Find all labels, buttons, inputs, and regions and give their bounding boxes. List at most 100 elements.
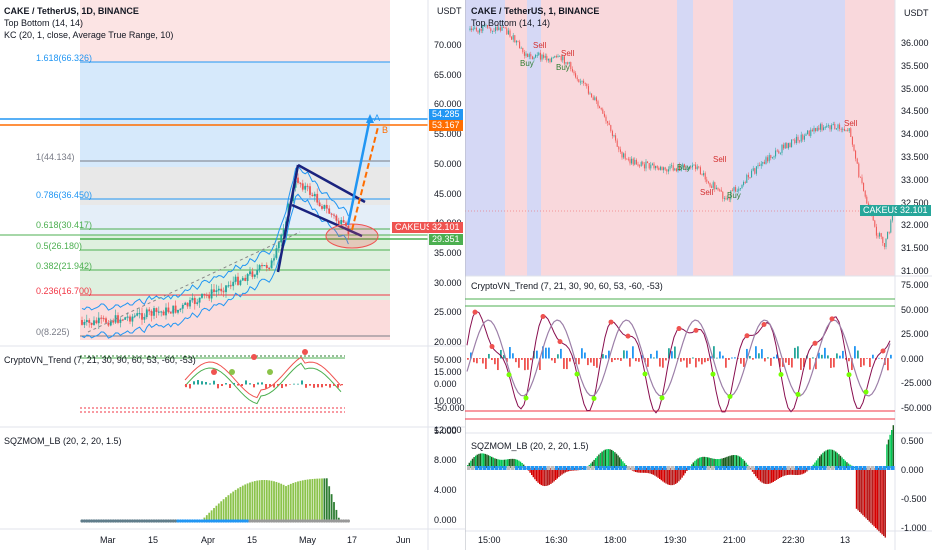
sqz-dot (207, 519, 211, 523)
sqz-dot (157, 519, 161, 523)
candle-body (746, 174, 748, 183)
sqz-tick: 8.000 (434, 455, 457, 465)
left-indicator-kc[interactable]: KC (20, 1, close, Average True Range, 10… (4, 30, 174, 40)
sqz-bar (261, 480, 263, 520)
sqz-dot (217, 519, 221, 523)
right-chart-title[interactable]: CAKE / TetherUS, 1, BINANCE (471, 6, 600, 16)
candle-body (810, 129, 812, 136)
right-indicator-top-bottom[interactable]: Top Bottom (14, 14) (471, 18, 551, 28)
right-sqz-title[interactable]: SQZMOM_LB (20, 2, 20, 1.5) (471, 441, 589, 451)
candle-body (509, 30, 511, 37)
right-osc-title[interactable]: CryptoVN_Trend (7, 21, 30, 90, 60, 53, -… (471, 281, 663, 291)
sqz-bar (735, 455, 738, 468)
time-tick: 13 (840, 535, 851, 545)
sqz-bar (671, 468, 674, 486)
sqz-dot (291, 519, 295, 523)
osc-hist-bar (479, 358, 481, 359)
sqz-dot (579, 466, 583, 470)
sqz-bar (210, 510, 213, 520)
left-indicator-top-bottom[interactable]: Top Bottom (14, 14) (4, 18, 84, 28)
osc-hist-bar (587, 358, 589, 366)
osc-hist-bar (539, 358, 541, 371)
candle-body (93, 320, 95, 325)
price-tick: 70.000 (434, 40, 462, 50)
sqz-dot (659, 466, 663, 470)
osc-hist-bar (719, 351, 721, 359)
osc-hist-bar (842, 350, 844, 359)
left-osc-title[interactable]: CryptoVN_Trend (7, 21, 30, 90, 60, 53, -… (4, 355, 196, 365)
osc-hist-bar (734, 357, 736, 359)
sqz-bar (726, 456, 728, 468)
price-tick: 55.000 (434, 129, 462, 140)
osc-hist-bar (337, 384, 339, 388)
candle-body (97, 317, 100, 324)
osc-hist-bar (309, 384, 311, 386)
sqz-bar (883, 468, 885, 536)
sqz-bar (713, 458, 715, 468)
left-sqz-title[interactable]: SQZMOM_LB (20, 2, 20, 1.5) (4, 436, 122, 446)
sqz-dot (811, 466, 815, 470)
candle-body (770, 155, 772, 158)
candle-body (760, 163, 762, 166)
sqz-dot (787, 466, 791, 470)
osc-signal-dot (829, 316, 835, 322)
left-currency-label: USDT (437, 6, 462, 16)
sqz-dot (250, 519, 254, 523)
osc-hist-bar (221, 384, 223, 387)
candle-body (701, 174, 703, 176)
candle-body (559, 55, 561, 57)
candle-body (541, 54, 543, 60)
sqz-bar (681, 468, 683, 478)
candle-body (562, 56, 564, 61)
candle-body (776, 150, 778, 152)
osc-signal-dot (211, 369, 217, 375)
osc-hist-bar (770, 358, 772, 366)
sqz-bar (521, 462, 523, 468)
left-chart-title[interactable]: CAKE / TetherUS, 1D, BINANCE (4, 6, 139, 16)
candle-body (816, 127, 818, 132)
sqz-dot (320, 519, 324, 523)
candle-body (496, 26, 498, 30)
osc-signal-dot (761, 321, 767, 327)
sqz-bar (719, 458, 722, 468)
sqz-dot (183, 519, 187, 523)
sqz-dot (332, 519, 336, 523)
sqz-bar (716, 459, 718, 468)
candle-body (819, 124, 821, 130)
candle-body (220, 288, 223, 292)
sqz-bar (860, 468, 862, 514)
candle-body (831, 125, 833, 130)
candle-body (469, 28, 471, 30)
osc-hist-bar (620, 358, 622, 361)
sqz-bar (256, 480, 259, 520)
sqz-bar (878, 468, 880, 532)
left-chart[interactable]: A B (0, 0, 465, 550)
candle-body (102, 318, 105, 320)
arrow-a-icon (366, 114, 374, 123)
sqz-dot (819, 466, 823, 470)
price-tick: 33.500 (901, 152, 929, 162)
candle-body (643, 164, 645, 169)
sell-signal-label: Sell (561, 49, 575, 58)
osc-hist-bar (722, 355, 724, 359)
sqz-bar (833, 450, 835, 468)
candle-body (165, 307, 167, 316)
sqz-dot (475, 466, 479, 470)
sqz-bar (699, 457, 701, 468)
candle-body (877, 235, 879, 237)
fib-zone-red (80, 300, 390, 340)
candle-body (570, 62, 572, 69)
candle-body (571, 68, 573, 72)
sqz-bar (487, 455, 490, 468)
candle-body (650, 164, 652, 169)
sqz-bar (783, 468, 786, 476)
sqz-dot (154, 519, 158, 523)
right-chart[interactable] (465, 0, 932, 550)
candle-body (105, 318, 107, 323)
flag-pattern[interactable]: A B (87, 113, 388, 333)
candle-body (539, 52, 541, 60)
sqz-bar (644, 468, 646, 473)
keltner-channel (81, 165, 349, 339)
sqz-dot (181, 519, 185, 523)
sqz-bar (710, 458, 712, 468)
